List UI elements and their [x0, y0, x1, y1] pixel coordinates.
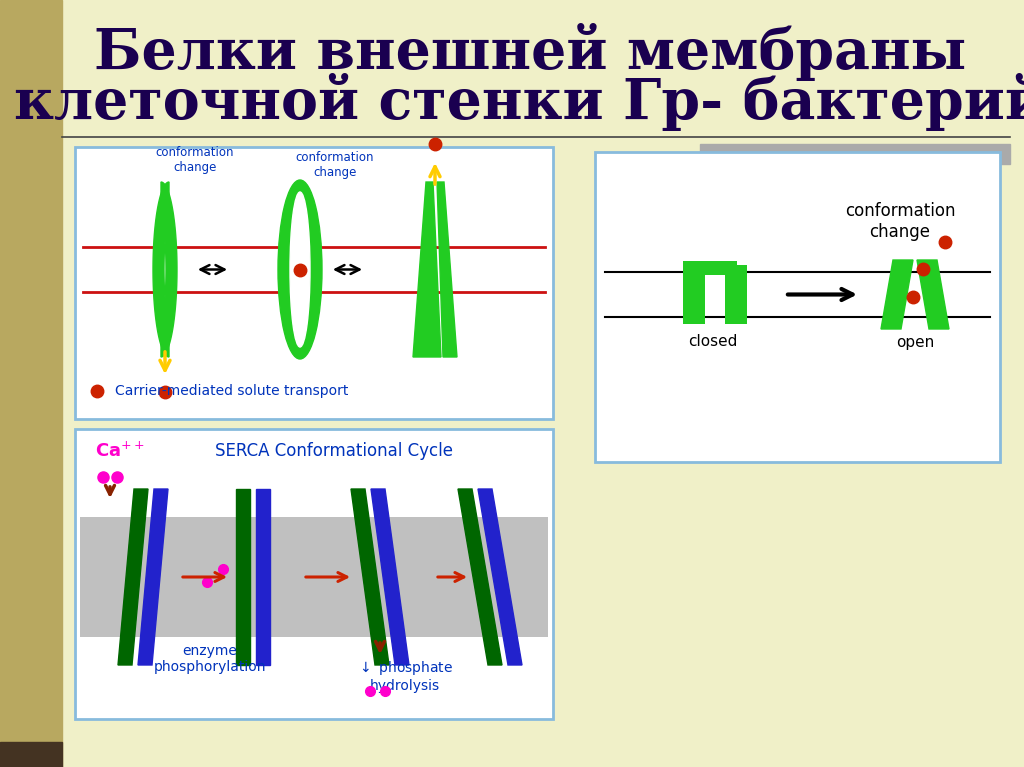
Text: Белки внешней мембраны: Белки внешней мембраны: [94, 23, 966, 81]
Text: conformation
change: conformation change: [296, 151, 374, 179]
Polygon shape: [138, 489, 168, 665]
Text: open: open: [896, 334, 934, 350]
Polygon shape: [478, 489, 522, 665]
Text: $\downarrow$ phosphate: $\downarrow$ phosphate: [357, 659, 453, 677]
Polygon shape: [153, 182, 169, 357]
Ellipse shape: [290, 192, 310, 347]
Text: Ca$^{++}$: Ca$^{++}$: [95, 441, 144, 461]
Polygon shape: [351, 489, 389, 665]
Text: Carrier-mediated solute transport: Carrier-mediated solute transport: [115, 384, 348, 398]
Polygon shape: [918, 260, 949, 329]
Bar: [0, 742, 62, 767]
Polygon shape: [236, 489, 250, 665]
Text: hydrolysis: hydrolysis: [370, 679, 440, 693]
Bar: [0, 0, 62, 767]
Polygon shape: [437, 182, 457, 357]
Text: клеточной стенки Гр- бактерий: клеточной стенки Гр- бактерий: [14, 73, 1024, 131]
Text: SERCA Conformational Cycle: SERCA Conformational Cycle: [215, 442, 453, 460]
Bar: [80, 517, 548, 637]
Bar: [75, 147, 553, 419]
Bar: [683, 261, 737, 275]
Bar: [700, 144, 1010, 164]
Polygon shape: [371, 489, 409, 665]
Text: closed: closed: [688, 334, 737, 350]
Polygon shape: [256, 489, 270, 665]
Polygon shape: [118, 489, 148, 665]
Polygon shape: [458, 489, 502, 665]
Bar: [75, 429, 553, 719]
Text: enzyme
phosphorylation: enzyme phosphorylation: [154, 644, 266, 674]
Polygon shape: [881, 260, 913, 329]
Bar: [595, 152, 1000, 462]
Text: conformation
change: conformation change: [156, 146, 234, 174]
Polygon shape: [413, 182, 441, 357]
Polygon shape: [161, 182, 177, 357]
Ellipse shape: [278, 180, 322, 359]
Text: conformation
change: conformation change: [845, 202, 955, 241]
Bar: [725, 265, 746, 324]
Bar: [683, 265, 705, 324]
